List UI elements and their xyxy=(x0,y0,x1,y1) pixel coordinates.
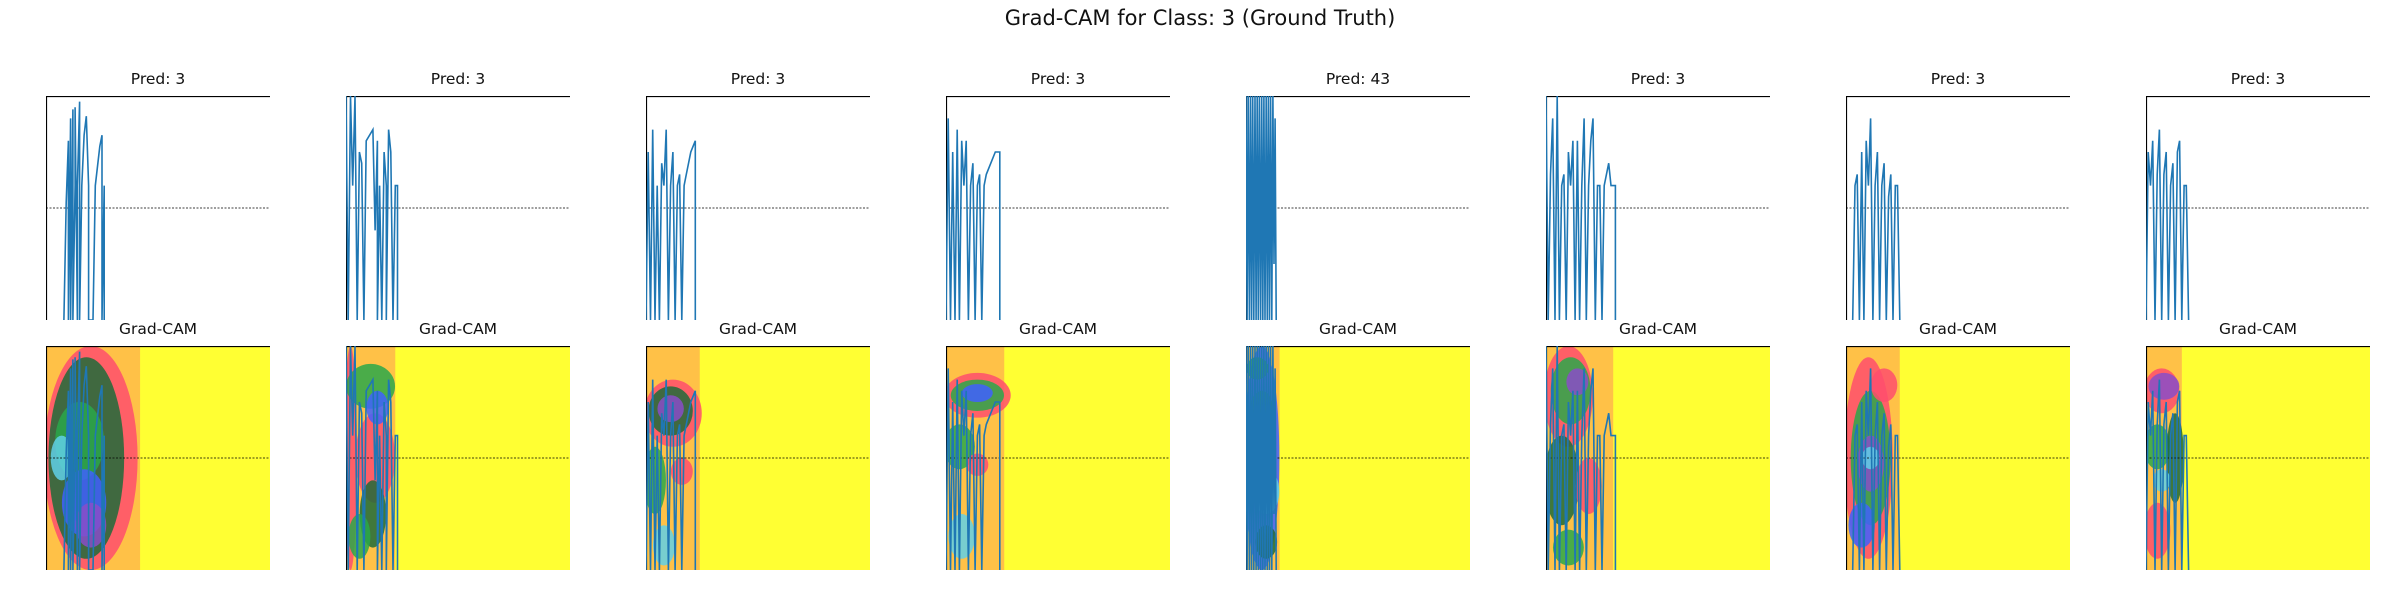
signal-series-line xyxy=(646,129,697,320)
signal-plot xyxy=(1546,96,1770,320)
signal-plot xyxy=(46,96,270,320)
gradcam-heatmap xyxy=(1546,346,1770,570)
gradcam-heatmap-svg xyxy=(1246,346,1470,570)
subplot-column: Pred: 3 Grad-CAM xyxy=(646,0,870,600)
gradcam-heatmap-svg xyxy=(46,346,270,570)
signal-series-line xyxy=(2146,379,2190,570)
signal-series-line xyxy=(946,368,1001,570)
subplot-column: Pred: 3 Grad-CAM xyxy=(346,0,570,600)
signal-plot-svg xyxy=(946,96,1170,320)
gradcam-heatmap xyxy=(646,346,870,570)
signal-series-line xyxy=(63,101,106,320)
heatmap-blob xyxy=(1848,502,1875,548)
signal-plot xyxy=(1246,96,1470,320)
gradcam-title: Grad-CAM xyxy=(118,320,198,338)
subplot-column: Pred: 3 Grad-CAM xyxy=(1546,0,1770,600)
gradcam-heatmap-svg xyxy=(1846,346,2070,570)
signal-plot-svg xyxy=(646,96,870,320)
signal-series-line xyxy=(1246,346,1277,570)
gradcam-title: Grad-CAM xyxy=(2218,320,2298,338)
prediction-title: Pred: 3 xyxy=(430,70,486,88)
gradcam-heatmap-svg xyxy=(1546,346,1770,570)
figure-title: Grad-CAM for Class: 3 (Ground Truth) xyxy=(1004,6,1396,30)
heatmap-blob xyxy=(2146,502,2171,559)
prediction-title: Pred: 43 xyxy=(1325,70,1391,88)
prediction-title: Pred: 3 xyxy=(730,70,786,88)
heatmap-blob xyxy=(961,384,993,402)
heatmap-blob xyxy=(2152,469,2171,492)
subplot-column: Pred: 43 Grad-CAM xyxy=(1246,0,1470,600)
gradcam-heatmap-svg xyxy=(646,346,870,570)
gradcam-heatmap xyxy=(2146,346,2370,570)
prediction-title: Pred: 3 xyxy=(1930,70,1986,88)
prediction-title: Pred: 3 xyxy=(1030,70,1086,88)
gradcam-heatmap xyxy=(46,346,270,570)
heatmap-blob xyxy=(2148,372,2180,400)
gradcam-heatmap-svg xyxy=(946,346,1170,570)
signal-plot xyxy=(1846,96,2070,320)
signal-series-line xyxy=(1546,96,1617,320)
signal-series-line xyxy=(63,351,106,570)
heatmap-blob xyxy=(948,514,975,559)
prediction-title: Pred: 3 xyxy=(2230,70,2286,88)
signal-plot-svg xyxy=(46,96,270,320)
signal-series-line xyxy=(2146,129,2190,320)
subplot-column: Pred: 3 Grad-CAM xyxy=(2146,0,2370,600)
gradcam-title: Grad-CAM xyxy=(718,320,798,338)
gradcam-heatmap xyxy=(1846,346,2070,570)
subplot-column: Pred: 3 Grad-CAM xyxy=(46,0,270,600)
signal-plot xyxy=(946,96,1170,320)
gradcam-heatmap-svg xyxy=(2146,346,2370,570)
signal-plot xyxy=(346,96,570,320)
signal-plot-svg xyxy=(2146,96,2370,320)
signal-plot-svg xyxy=(1246,96,1470,320)
subplot-column: Pred: 3 Grad-CAM xyxy=(1846,0,2070,600)
gradcam-title: Grad-CAM xyxy=(1018,320,1098,338)
gradcam-title: Grad-CAM xyxy=(1918,320,1998,338)
heatmap-blob xyxy=(348,514,371,559)
signal-series-line xyxy=(646,379,697,570)
signal-plot-svg xyxy=(1846,96,2070,320)
gradcam-heatmap xyxy=(946,346,1170,570)
signal-series-line xyxy=(346,96,399,320)
subplot-column: Pred: 3 Grad-CAM xyxy=(946,0,1170,600)
prediction-title: Pred: 3 xyxy=(1630,70,1686,88)
heatmap-blob xyxy=(1870,368,1898,402)
signal-series-line xyxy=(1851,368,1901,570)
signal-plot-svg xyxy=(1546,96,1770,320)
signal-series-line xyxy=(946,118,1001,320)
signal-plot xyxy=(646,96,870,320)
heatmap-blob xyxy=(75,502,107,548)
signal-series-line xyxy=(1851,118,1901,320)
gradcam-title: Grad-CAM xyxy=(1618,320,1698,338)
gradcam-heatmap-svg xyxy=(346,346,570,570)
gradcam-title: Grad-CAM xyxy=(418,320,498,338)
gradcam-heatmap xyxy=(346,346,570,570)
signal-series-line xyxy=(346,346,399,570)
signal-plot-svg xyxy=(346,96,570,320)
gradcam-title: Grad-CAM xyxy=(1318,320,1398,338)
gradcam-heatmap xyxy=(1246,346,1470,570)
signal-plot xyxy=(2146,96,2370,320)
prediction-title: Pred: 3 xyxy=(130,70,186,88)
signal-series-line xyxy=(1246,96,1277,320)
